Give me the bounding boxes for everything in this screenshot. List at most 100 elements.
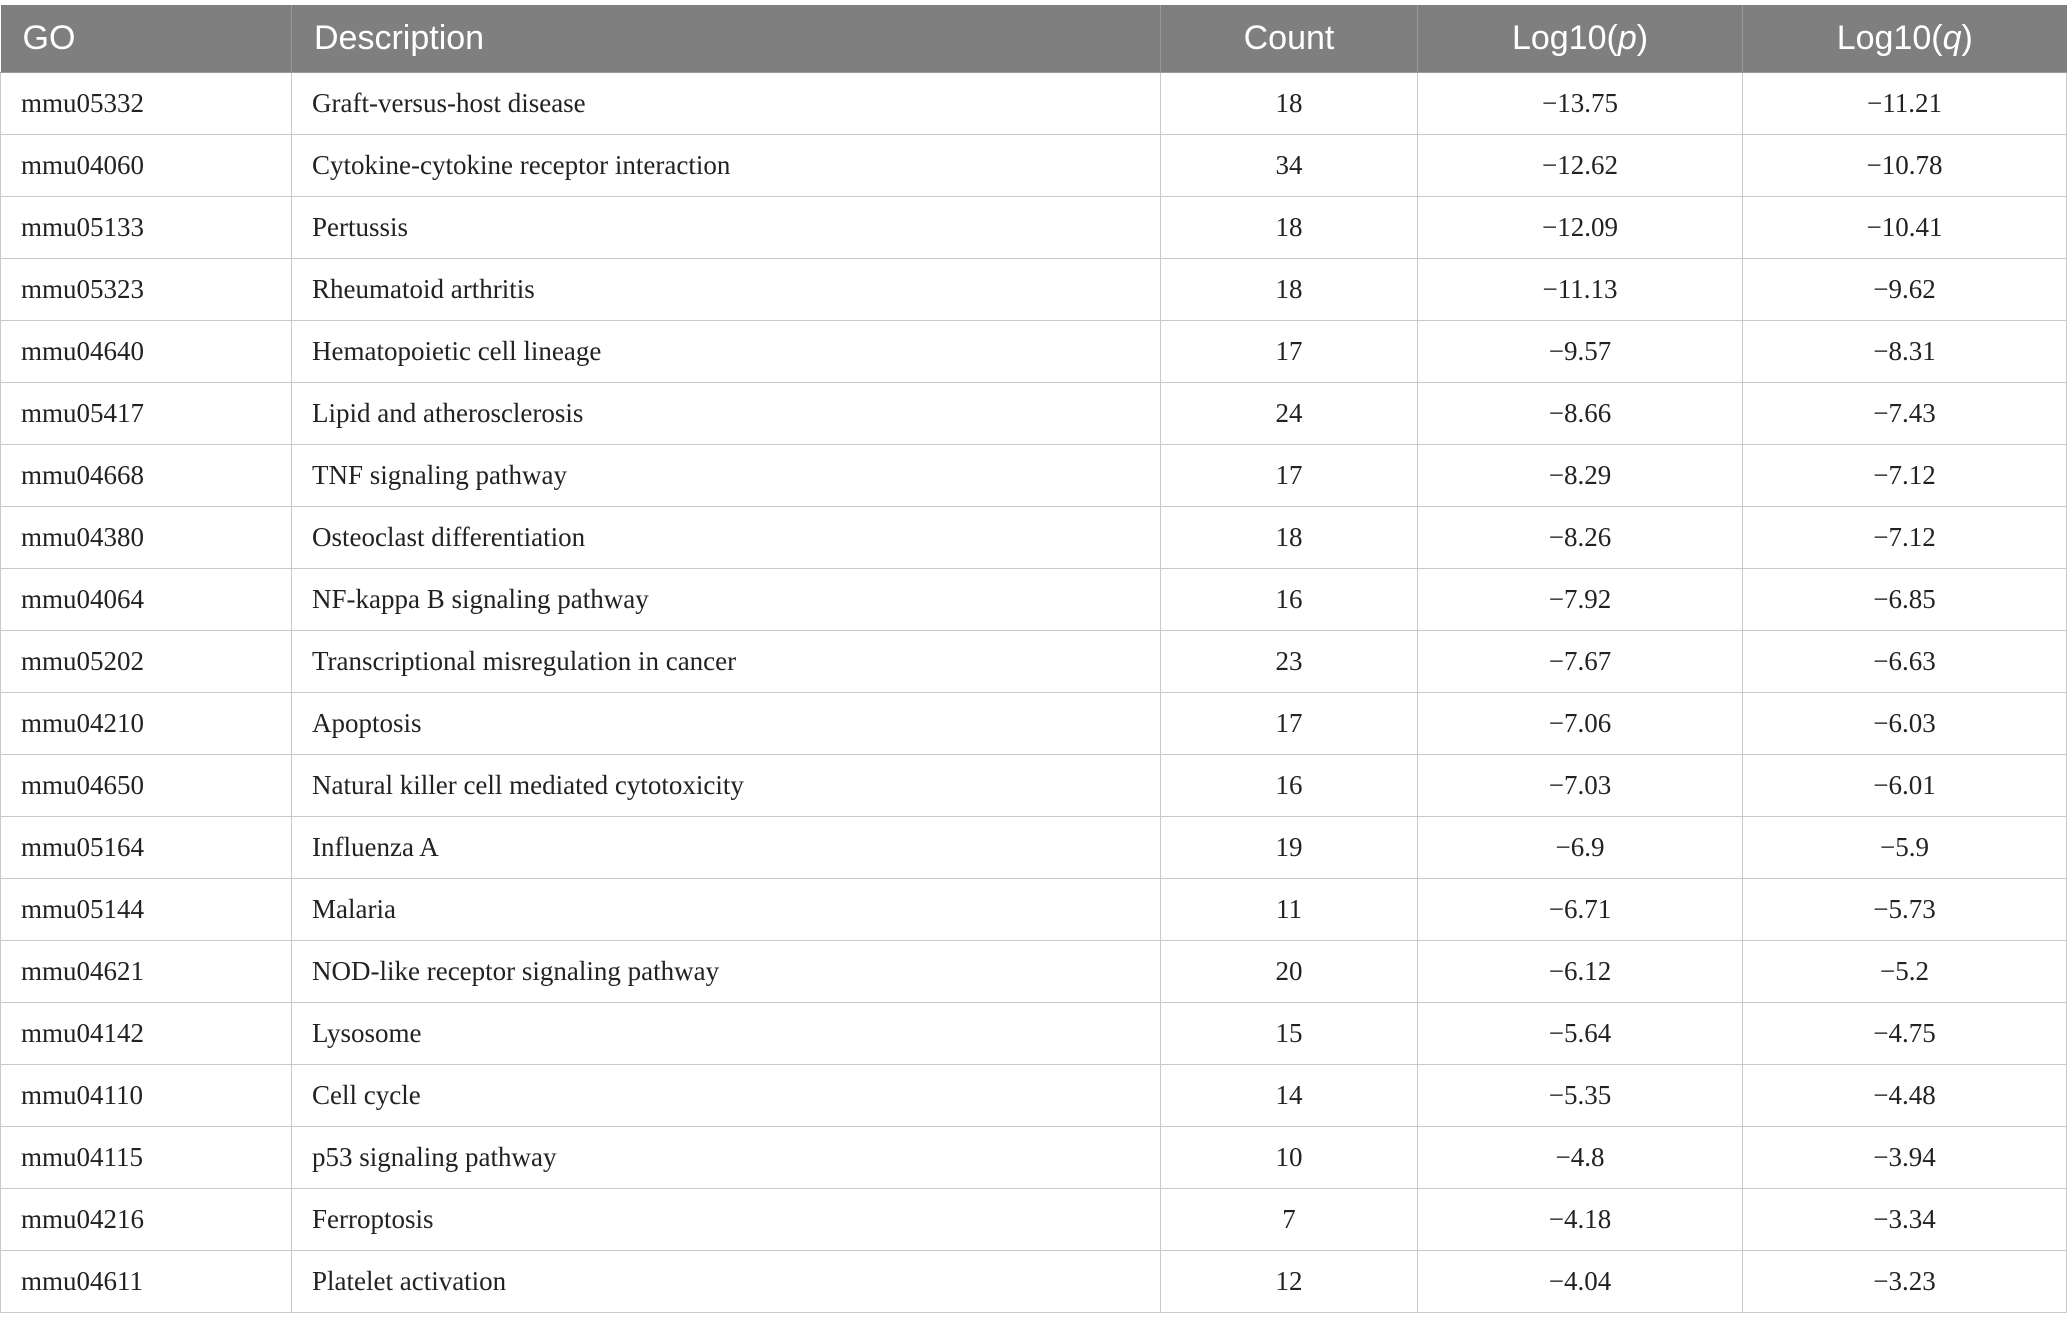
cell-log-q: −6.85 xyxy=(1742,568,2067,631)
cell-log-p: −4.18 xyxy=(1417,1188,1743,1251)
cell-log-q: −3.34 xyxy=(1742,1188,2067,1251)
cell-log-q: −11.21 xyxy=(1742,72,2067,135)
table-row: mmu05202 Transcriptional misregulation in… xyxy=(0,630,2067,693)
cell-description: NF-kappa B signaling pathway xyxy=(291,568,1161,631)
kegg-enrichment-table-container: GO Description Count Log10(p) Log10(q) m… xyxy=(0,5,2067,1313)
cell-description: Cytokine-cytokine receptor interaction xyxy=(291,134,1161,197)
cell-count: 16 xyxy=(1160,568,1418,631)
table-row: mmu04380 Osteoclast differentiation 18 −8.2… xyxy=(0,506,2067,569)
cell-count: 16 xyxy=(1160,754,1418,817)
cell-log-p: −7.92 xyxy=(1417,568,1743,631)
cell-description: Influenza A xyxy=(291,816,1161,879)
cell-log-q: −4.48 xyxy=(1742,1064,2067,1127)
cell-count: 10 xyxy=(1160,1126,1418,1189)
cell-go: mmu04621 xyxy=(0,940,292,1003)
cell-log-q: −7.12 xyxy=(1742,444,2067,507)
cell-count: 24 xyxy=(1160,382,1418,445)
cell-log-p: −7.06 xyxy=(1417,692,1743,755)
table-row: mmu04668 TNF signaling pathway 17 −8.29 −7.1… xyxy=(0,444,2067,507)
cell-go: mmu05202 xyxy=(0,630,292,693)
cell-go: mmu04640 xyxy=(0,320,292,383)
table-row: mmu04115 p53 signaling pathway 10 −4.8 −3.94 xyxy=(0,1126,2067,1189)
table-row: mmu04611 Platelet activation 12 −4.04 −3.23 xyxy=(0,1250,2067,1313)
header-log-q: Log10(q) xyxy=(1742,5,2067,73)
cell-description: Malaria xyxy=(291,878,1161,941)
cell-go: mmu05164 xyxy=(0,816,292,879)
cell-log-q: −5.9 xyxy=(1742,816,2067,879)
cell-description: Cell cycle xyxy=(291,1064,1161,1127)
cell-log-p: −12.62 xyxy=(1417,134,1743,197)
table-row: mmu05332 Graft-versus-host disease 18 −13.7… xyxy=(0,72,2067,135)
cell-count: 18 xyxy=(1160,506,1418,569)
table-row: mmu05164 Influenza A 19 −6.9 −5.9 xyxy=(0,816,2067,879)
cell-log-p: −5.35 xyxy=(1417,1064,1743,1127)
table-row: mmu05323 Rheumatoid arthritis 18 −11.13 −9.6… xyxy=(0,258,2067,321)
cell-description: Platelet activation xyxy=(291,1250,1161,1313)
table-row: mmu04142 Lysosome 15 −5.64 −4.75 xyxy=(0,1002,2067,1065)
cell-count: 17 xyxy=(1160,320,1418,383)
cell-go: mmu05323 xyxy=(0,258,292,321)
cell-description: NOD-like receptor signaling pathway xyxy=(291,940,1161,1003)
table-row: mmu04060 Cytokine-cytokine receptor inter… xyxy=(0,134,2067,197)
header-log-p-prefix: Log10( xyxy=(1511,19,1618,57)
cell-count: 12 xyxy=(1160,1250,1418,1313)
table-row: mmu04064 NF-kappa B signaling pathway 16 −7… xyxy=(0,568,2067,631)
table-row: mmu04216 Ferroptosis 7 −4.18 −3.34 xyxy=(0,1188,2067,1251)
cell-log-p: −12.09 xyxy=(1417,196,1743,259)
cell-log-q: −3.94 xyxy=(1742,1126,2067,1189)
cell-go: mmu05144 xyxy=(0,878,292,941)
cell-go: mmu04611 xyxy=(0,1250,292,1313)
table-header: GO Description Count Log10(p) Log10(q) xyxy=(0,5,2067,73)
cell-description: Osteoclast differentiation xyxy=(291,506,1161,569)
cell-log-q: −8.31 xyxy=(1742,320,2067,383)
cell-log-q: −4.75 xyxy=(1742,1002,2067,1065)
header-count: Count xyxy=(1160,5,1418,73)
cell-go: mmu04115 xyxy=(0,1126,292,1189)
cell-log-q: −10.41 xyxy=(1742,196,2067,259)
cell-count: 20 xyxy=(1160,940,1418,1003)
cell-go: mmu04110 xyxy=(0,1064,292,1127)
cell-description: Lysosome xyxy=(291,1002,1161,1065)
table-row: mmu05417 Lipid and atherosclerosis 24 −8.66… xyxy=(0,382,2067,445)
header-log-p-var: p xyxy=(1617,19,1637,57)
cell-go: mmu04210 xyxy=(0,692,292,755)
cell-count: 18 xyxy=(1160,196,1418,259)
cell-log-q: −6.63 xyxy=(1742,630,2067,693)
cell-log-p: −13.75 xyxy=(1417,72,1743,135)
table-row: mmu05144 Malaria 11 −6.71 −5.73 xyxy=(0,878,2067,941)
cell-description: Lipid and atherosclerosis xyxy=(291,382,1161,445)
table-row: mmu04650 Natural killer cell mediated cyt… xyxy=(0,754,2067,817)
cell-go: mmu04380 xyxy=(0,506,292,569)
kegg-enrichment-table: GO Description Count Log10(p) Log10(q) m… xyxy=(0,5,2067,1313)
cell-description: TNF signaling pathway xyxy=(291,444,1161,507)
cell-count: 17 xyxy=(1160,444,1418,507)
table-row: mmu05133 Pertussis 18 −12.09 −10.41 xyxy=(0,196,2067,259)
header-log-p-suffix: ) xyxy=(1636,19,1649,57)
cell-go: mmu05332 xyxy=(0,72,292,135)
header-log-p: Log10(p) xyxy=(1417,5,1743,73)
cell-count: 18 xyxy=(1160,72,1418,135)
cell-count: 23 xyxy=(1160,630,1418,693)
cell-description: Graft-versus-host disease xyxy=(291,72,1161,135)
cell-log-q: −3.23 xyxy=(1742,1250,2067,1313)
cell-log-p: −7.67 xyxy=(1417,630,1743,693)
cell-log-q: −9.62 xyxy=(1742,258,2067,321)
cell-description: Transcriptional misregulation in cancer xyxy=(291,630,1161,693)
table-row: mmu04621 NOD-like receptor signaling path… xyxy=(0,940,2067,1003)
cell-log-q: −10.78 xyxy=(1742,134,2067,197)
cell-description: p53 signaling pathway xyxy=(291,1126,1161,1189)
cell-log-p: −8.26 xyxy=(1417,506,1743,569)
cell-count: 17 xyxy=(1160,692,1418,755)
cell-log-q: −5.73 xyxy=(1742,878,2067,941)
cell-description: Rheumatoid arthritis xyxy=(291,258,1161,321)
cell-log-q: −7.43 xyxy=(1742,382,2067,445)
cell-log-q: −6.01 xyxy=(1742,754,2067,817)
table-row: mmu04110 Cell cycle 14 −5.35 −4.48 xyxy=(0,1064,2067,1127)
cell-log-p: −11.13 xyxy=(1417,258,1743,321)
cell-count: 11 xyxy=(1160,878,1418,941)
cell-go: mmu05417 xyxy=(0,382,292,445)
table-row: mmu04640 Hematopoietic cell lineage 17 −9.5… xyxy=(0,320,2067,383)
cell-description: Natural killer cell mediated cytotoxicit… xyxy=(291,754,1161,817)
cell-log-p: −5.64 xyxy=(1417,1002,1743,1065)
header-log-q-prefix: Log10( xyxy=(1836,19,1943,57)
